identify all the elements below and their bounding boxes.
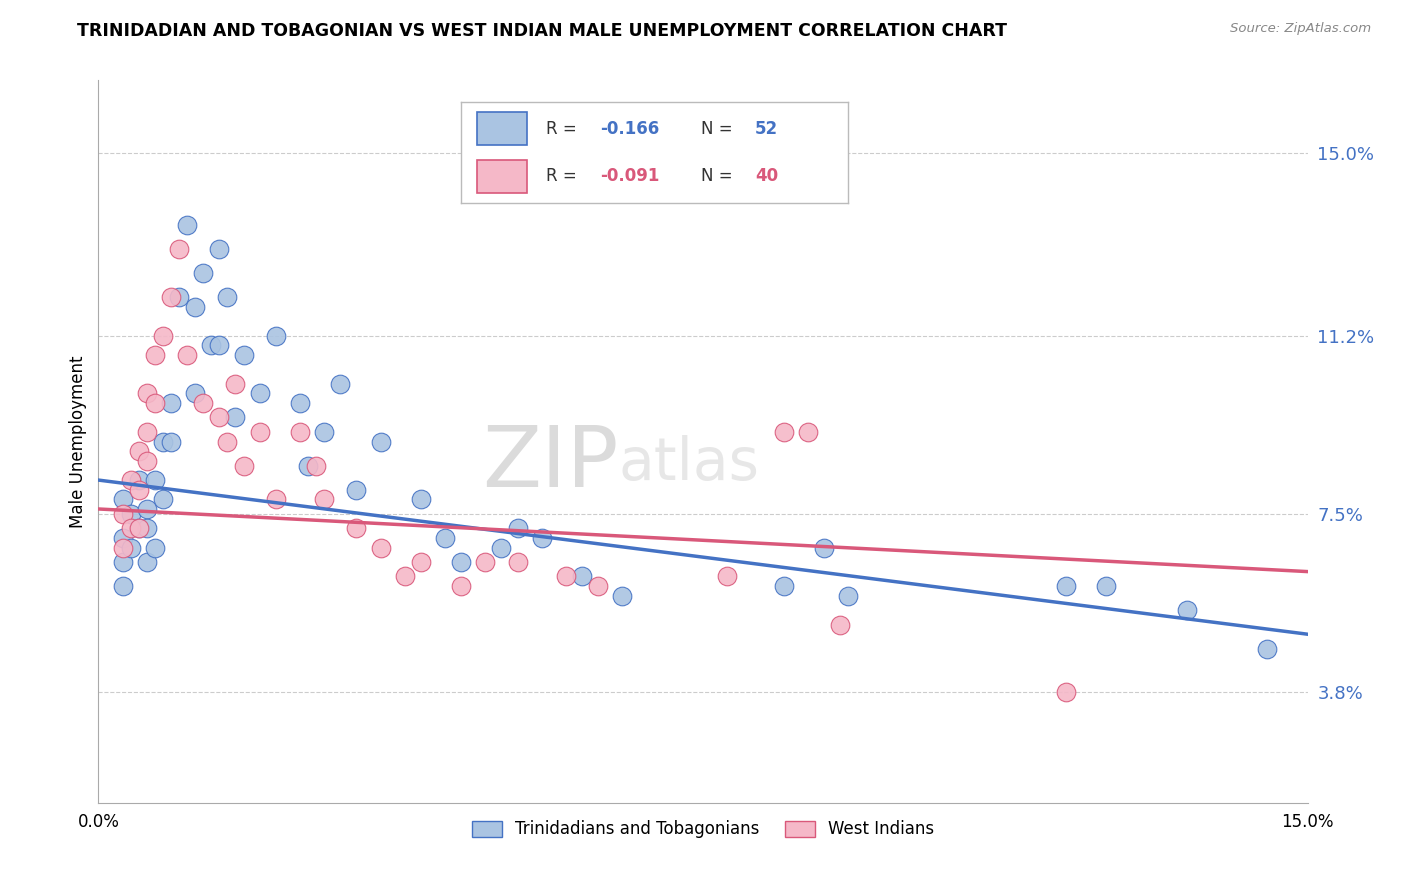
Point <box>1095 579 1118 593</box>
Point <box>370 434 392 449</box>
Point <box>314 492 336 507</box>
Point <box>450 555 472 569</box>
Point <box>167 242 190 256</box>
Point <box>111 507 134 521</box>
Point <box>176 348 198 362</box>
Point <box>208 242 231 256</box>
Point <box>297 458 319 473</box>
Point <box>612 589 634 603</box>
Point <box>160 434 183 449</box>
Point <box>409 492 432 507</box>
Point <box>586 579 609 593</box>
Point <box>474 555 496 569</box>
Point <box>176 218 198 232</box>
Point <box>184 300 207 314</box>
Point <box>128 444 150 458</box>
Point <box>111 531 134 545</box>
Text: Source: ZipAtlas.com: Source: ZipAtlas.com <box>1230 22 1371 36</box>
Point <box>217 434 239 449</box>
Point <box>1054 685 1077 699</box>
Point <box>249 425 271 439</box>
Point <box>128 521 150 535</box>
Point <box>837 589 859 603</box>
Point <box>394 569 416 583</box>
Point <box>143 396 166 410</box>
Point <box>813 541 835 555</box>
Point <box>264 492 287 507</box>
Point <box>135 386 157 401</box>
Point <box>128 473 150 487</box>
Point <box>111 492 134 507</box>
Point <box>152 492 174 507</box>
Point <box>1054 579 1077 593</box>
Point <box>143 473 166 487</box>
Point <box>329 376 352 391</box>
Point <box>152 328 174 343</box>
Point <box>555 569 578 583</box>
Point <box>305 458 328 473</box>
Point <box>344 521 367 535</box>
Point <box>772 579 794 593</box>
Point <box>716 569 738 583</box>
Point <box>450 579 472 593</box>
Y-axis label: Male Unemployment: Male Unemployment <box>69 355 87 528</box>
Text: TRINIDADIAN AND TOBAGONIAN VS WEST INDIAN MALE UNEMPLOYMENT CORRELATION CHART: TRINIDADIAN AND TOBAGONIAN VS WEST INDIA… <box>77 22 1007 40</box>
Point <box>160 396 183 410</box>
Point <box>208 338 231 352</box>
Point <box>288 396 311 410</box>
Point <box>135 502 157 516</box>
Point <box>120 541 142 555</box>
Point <box>797 425 820 439</box>
Point <box>135 555 157 569</box>
Point <box>167 290 190 304</box>
Point <box>120 507 142 521</box>
Point <box>530 531 553 545</box>
Point <box>1175 603 1198 617</box>
Point <box>249 386 271 401</box>
Point <box>232 458 254 473</box>
Point <box>224 410 246 425</box>
Point <box>208 410 231 425</box>
Point <box>828 617 851 632</box>
Point <box>128 483 150 497</box>
Point <box>143 348 166 362</box>
Legend: Trinidadians and Tobagonians, West Indians: Trinidadians and Tobagonians, West India… <box>465 814 941 845</box>
Point <box>506 521 529 535</box>
Point <box>224 376 246 391</box>
Point <box>193 396 215 410</box>
Text: atlas: atlas <box>619 434 759 491</box>
Point <box>491 541 513 555</box>
Point <box>111 579 134 593</box>
Point <box>217 290 239 304</box>
Point <box>193 266 215 280</box>
Point <box>506 555 529 569</box>
Point <box>111 541 134 555</box>
Point <box>409 555 432 569</box>
Point <box>571 569 593 583</box>
Point <box>135 425 157 439</box>
Point <box>344 483 367 497</box>
Point <box>120 473 142 487</box>
Point <box>200 338 222 352</box>
Point <box>111 555 134 569</box>
Point <box>143 541 166 555</box>
Point <box>288 425 311 439</box>
Point <box>128 521 150 535</box>
Point <box>135 521 157 535</box>
Point <box>264 328 287 343</box>
Point <box>314 425 336 439</box>
Point <box>120 521 142 535</box>
Point <box>135 454 157 468</box>
Point <box>152 434 174 449</box>
Text: ZIP: ZIP <box>482 422 619 505</box>
Point <box>434 531 457 545</box>
Point <box>370 541 392 555</box>
Point <box>160 290 183 304</box>
Point <box>772 425 794 439</box>
Point <box>184 386 207 401</box>
Point <box>1256 641 1278 656</box>
Point <box>232 348 254 362</box>
